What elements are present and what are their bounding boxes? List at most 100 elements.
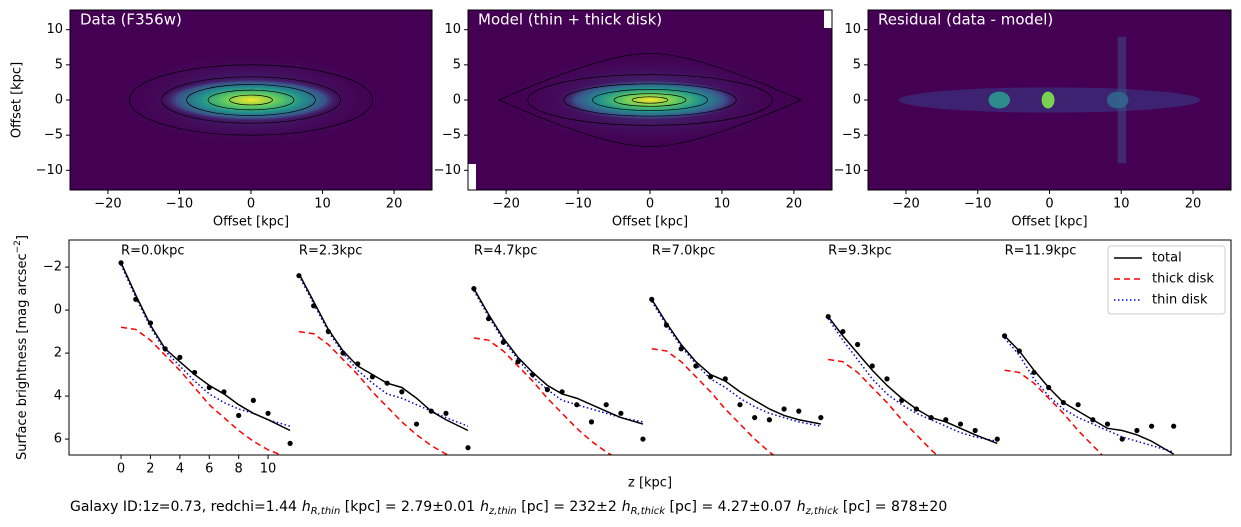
data-point [825,313,831,320]
data-point [530,371,536,378]
data-point [693,363,699,369]
data-point [500,339,506,345]
contour [129,64,373,136]
contour [592,89,708,111]
x-tick-label: −20 [892,197,919,212]
data-point [384,380,390,386]
param-symbol: h [797,499,806,515]
y-tick-label: −10 [36,163,63,178]
data-point [588,419,595,425]
param-value: [kpc] = 2.79±0.01 [340,499,475,515]
data-point [1001,333,1008,339]
data-point [913,406,919,412]
y-tick-label: −5 [442,128,461,143]
contour [229,94,273,106]
data-point [840,328,846,335]
x-tick-label: 0 [117,462,125,477]
legend-label: thick disk [1152,272,1214,287]
profile-label: R=7.0kpc [652,244,716,259]
data-point [781,406,787,412]
x-axis-label: Offset [kpc] [1011,215,1087,230]
thin-line [120,264,291,427]
total-line [120,262,291,432]
thick-line [828,358,939,455]
data-point [943,417,949,423]
legend: total thick disk thin disk [1107,245,1226,315]
param-symbol: h [622,499,631,515]
plot-area [118,260,1177,455]
blob [988,91,1011,109]
data-point [515,359,521,365]
x-axis-label: Offset [kpc] [213,215,289,230]
panel-title: Model (thin + thick disk) [478,11,662,29]
x-tick-label: 20 [386,197,403,212]
contour [161,76,341,124]
core [157,77,345,123]
total-line [827,316,998,445]
y-tick-label: 0 [853,93,861,108]
data-point [147,320,154,326]
data-point [1090,417,1096,423]
total-line [473,288,644,425]
y-tick-label: 5 [453,57,461,72]
data-point [265,410,271,416]
profile-label: R=0.0kpc [121,244,185,259]
data-point [766,417,772,423]
y-tick-label: 0 [54,303,62,318]
x-tick-label: −20 [94,197,121,212]
x-tick-label: 2 [146,462,154,477]
thick-line [1004,369,1104,455]
data-point [1075,402,1081,408]
data-point [471,285,477,292]
data-point [1104,421,1111,427]
contour [207,89,295,111]
param-symbol: h [480,499,489,515]
data-point [618,410,624,416]
data-point [369,374,376,380]
total-line [1004,335,1175,455]
y-tick-label: −2 [43,260,62,275]
blob [1106,91,1129,109]
contour [498,53,802,147]
thin-line [298,275,469,427]
data-point [413,421,420,427]
data-point [640,436,646,442]
contour [186,84,316,116]
thin-line [1004,337,1174,453]
y-axis-label: Surface brightness [mag arcsec−2] [13,235,30,460]
profile-label: R=2.3kpc [299,244,363,259]
data-point [1171,423,1177,429]
x-tick-label: 0 [247,197,255,212]
profile-label: R=4.7kpc [474,244,538,259]
heatmap-panel [69,9,433,191]
total-line [651,298,821,425]
y-tick-label: 6 [54,432,62,447]
data-point [1046,384,1052,391]
y-axis-label-sup: −2 [13,240,23,253]
data-point [649,296,655,302]
profile-label: R=11.9kpc [1005,244,1077,259]
y-tick-label: 10 [844,22,861,37]
x-tick-label: 20 [1185,197,1202,212]
data-point [994,436,1000,442]
y-tick-label: 5 [55,57,63,72]
data-point [428,408,434,414]
thick-line [298,330,452,455]
x-tick-label: −10 [564,197,591,212]
y-tick-label: −5 [44,128,63,143]
y-tick-label: −5 [842,128,861,143]
data-point [1149,423,1155,429]
data-point [559,389,565,395]
x-tick-label: 8 [235,462,243,477]
param-value: [pc] = 878±20 [838,499,947,515]
x-tick-label: 10 [714,197,731,212]
data-point [707,374,714,380]
y-tick-label: 2 [54,346,62,361]
data-point [678,346,684,352]
data-point [663,322,670,328]
x-tick-label: −20 [492,197,519,212]
data-point [133,296,139,302]
data-point [869,363,875,369]
legend-label: total [1152,251,1182,266]
legend-label: thin disk [1152,293,1208,308]
